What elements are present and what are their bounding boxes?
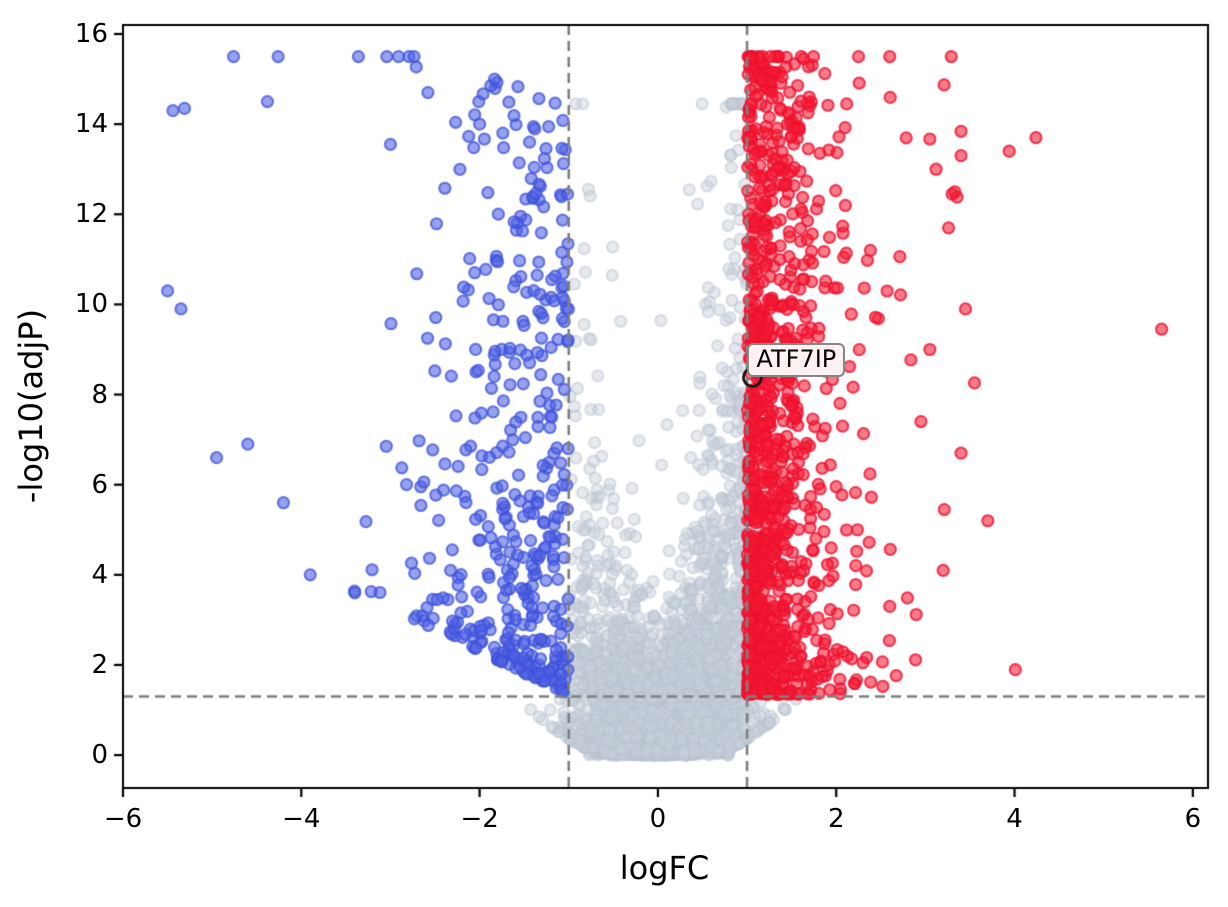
y-tick-label: 10 xyxy=(74,289,108,320)
y-tick-label: 0 xyxy=(91,740,108,771)
y-tick-label: 8 xyxy=(91,379,108,410)
y-tick-label: 2 xyxy=(91,649,108,680)
y-tick-label: 16 xyxy=(74,19,108,49)
y-tick-label: 12 xyxy=(74,199,108,230)
y-axis-label: -log10(adjP) xyxy=(12,308,50,503)
x-tick-label: 4 xyxy=(1006,804,1023,834)
x-tick-label: −4 xyxy=(282,804,321,834)
y-tick-label: 6 xyxy=(91,469,108,500)
x-tick-label: 2 xyxy=(827,804,845,834)
y-tick-label: 4 xyxy=(91,559,108,590)
x-tick-label: −6 xyxy=(103,804,143,834)
gene-label-atf7ip: ATF7IP xyxy=(747,343,846,378)
x-axis-label: logFC xyxy=(619,849,710,887)
x-tick-label: −2 xyxy=(460,804,499,834)
x-tick-label: 0 xyxy=(649,804,667,834)
y-tick-label: 14 xyxy=(74,109,108,140)
x-tick-label: 6 xyxy=(1184,804,1202,834)
